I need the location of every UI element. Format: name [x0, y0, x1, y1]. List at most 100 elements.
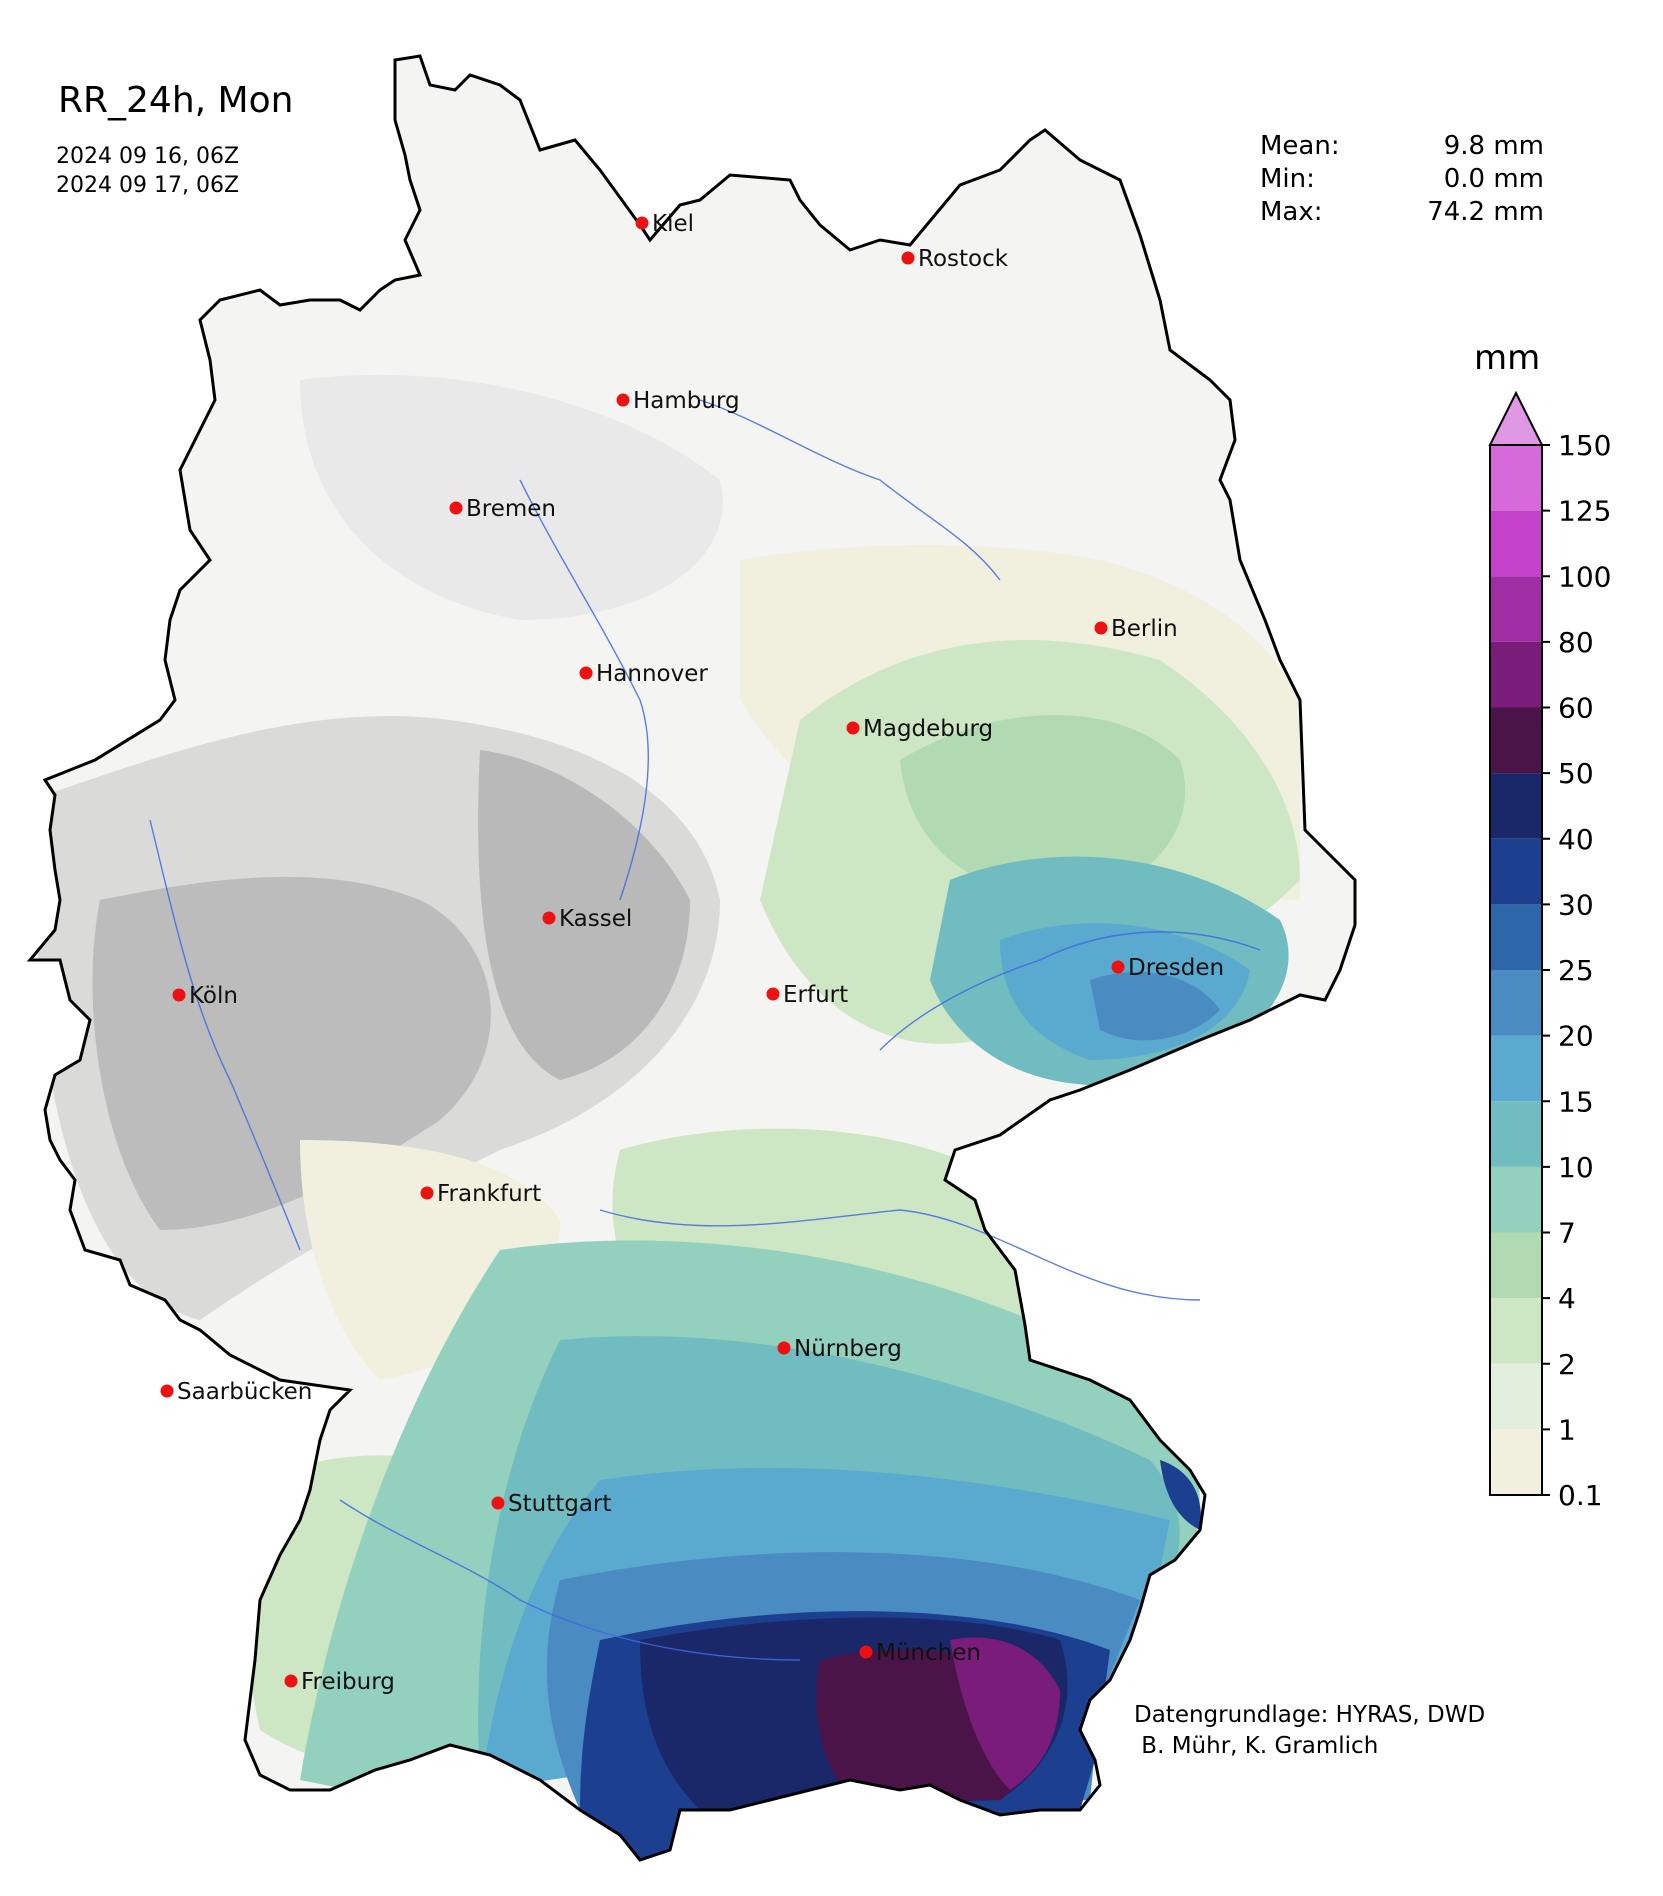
city-marker: Freiburg [284, 1669, 395, 1695]
stat-max: Max: 74.2 mm [1260, 196, 1544, 229]
city-label: Bremen [466, 496, 556, 522]
city-label: Saarbücken [177, 1379, 312, 1405]
city-dot [901, 251, 915, 265]
colorbar-tick-label: 25 [1558, 954, 1594, 987]
city-label: Hannover [596, 661, 708, 687]
city-label: Dresden [1128, 955, 1224, 981]
colorbar-tick-label: 15 [1558, 1085, 1594, 1118]
colorbar-tick-label: 150 [1558, 429, 1611, 462]
end-date: 2024 09 17, 06Z [56, 173, 240, 198]
colorbar-tick-label: 40 [1558, 823, 1594, 856]
city-dot [491, 1496, 505, 1510]
map-title: RR_24h, Mon [58, 80, 294, 121]
colorbar-tick-label: 20 [1558, 1020, 1594, 1053]
city-dot [846, 721, 860, 735]
city-marker: Kassel [542, 906, 632, 932]
statistics-panel: Mean: 9.8 mm Min: 0.0 mm Max: 74.2 mm [1260, 130, 1544, 229]
city-dot [777, 1341, 791, 1355]
colorbar-segment [1490, 1232, 1542, 1299]
colorbar-tick-label: 10 [1558, 1151, 1594, 1184]
city-dot [449, 501, 463, 515]
stat-value: 74.2 mm [1427, 197, 1544, 227]
city-dot [1094, 621, 1108, 635]
city-label: Köln [189, 983, 238, 1009]
city-dot [420, 1186, 434, 1200]
city-dot [284, 1674, 298, 1688]
colorbar-tick-label: 0.1 [1558, 1479, 1603, 1512]
colorbar-segment [1490, 1101, 1542, 1167]
colorbar-segment [1490, 904, 1542, 970]
city-dot [1111, 960, 1125, 974]
stat-mean: Mean: 9.8 mm [1260, 130, 1544, 163]
stat-min: Min: 0.0 mm [1260, 163, 1544, 196]
city-label: Magdeburg [863, 716, 993, 742]
city-label: Kassel [559, 906, 632, 932]
colorbar-tick-label: 80 [1558, 626, 1594, 659]
city-marker: Erfurt [766, 982, 848, 1008]
rivers [149, 399, 1261, 1661]
city-label: Erfurt [783, 982, 848, 1008]
colorbar-tick-label: 100 [1558, 560, 1611, 593]
city-markers: Kiel Rostock Hamburg Bremen Berlin Hannover Ma… [160, 211, 1224, 1695]
stat-label: Mean: [1260, 131, 1340, 161]
city-dot [616, 393, 630, 407]
data-credit: Datengrundlage: HYRAS, DWD B. Mühr, K. G… [1134, 1700, 1485, 1762]
city-label: Stuttgart [508, 1491, 611, 1517]
city-label: Berlin [1111, 616, 1178, 642]
city-label: Kiel [652, 211, 694, 237]
start-date: 2024 09 16, 06Z [56, 144, 240, 169]
colorbar-segment [1490, 641, 1542, 708]
colorbar-tick-label: 7 [1558, 1217, 1576, 1250]
colorbar-tick-label: 60 [1558, 692, 1594, 725]
colorbar-segment [1490, 1166, 1542, 1233]
city-marker: Nürnberg [777, 1336, 902, 1362]
city-dot [859, 1645, 873, 1659]
city-marker: Hannover [579, 661, 708, 687]
city-marker: Dresden [1111, 955, 1224, 981]
stat-value: 0.0 mm [1443, 164, 1544, 194]
colorbar-segment [1490, 576, 1542, 642]
colorbar-tick-label: 125 [1558, 495, 1611, 528]
colorbar-tick-label: 4 [1558, 1282, 1576, 1315]
stat-label: Max: [1260, 197, 1323, 227]
city-marker: Magdeburg [846, 716, 993, 742]
credit-source: Datengrundlage: HYRAS, DWD [1134, 1702, 1486, 1728]
credit-authors: B. Mühr, K. Gramlich [1134, 1733, 1379, 1759]
colorbar-segment [1490, 970, 1542, 1036]
city-marker: Saarbücken [160, 1379, 312, 1405]
city-label: Freiburg [301, 1669, 395, 1695]
colorbar-segment [1490, 773, 1542, 839]
colorbar-tick-label: 2 [1558, 1348, 1576, 1381]
stat-label: Min: [1260, 164, 1315, 194]
city-marker: Hamburg [616, 388, 740, 414]
city-dot [172, 988, 186, 1002]
colorbar: 0.1 1 2 4 7 10 15 20 25 30 40 50 60 80 100 125 150 [1488, 390, 1611, 1512]
stat-value: 9.8 mm [1443, 131, 1544, 161]
city-marker: Rostock [901, 246, 1009, 272]
city-label: Rostock [918, 246, 1009, 272]
city-label: München [876, 1640, 981, 1666]
city-label: Nürnberg [794, 1336, 902, 1362]
city-marker: München [859, 1640, 981, 1666]
city-dot [579, 666, 593, 680]
colorbar-extend-arrow [1488, 390, 1544, 446]
city-marker: Köln [172, 983, 238, 1009]
colorbar-tick-label: 50 [1558, 757, 1594, 790]
city-marker: Stuttgart [491, 1491, 611, 1517]
city-dot [635, 216, 649, 230]
colorbar-tick-label: 1 [1558, 1413, 1576, 1446]
city-label: Frankfurt [437, 1181, 541, 1207]
city-marker: Bremen [449, 496, 556, 522]
city-marker: Frankfurt [420, 1181, 541, 1207]
city-label: Hamburg [633, 388, 740, 414]
colorbar-segment [1490, 1035, 1542, 1102]
colorbar-tick-label: 30 [1558, 888, 1594, 921]
colorbar-segment [1490, 1429, 1542, 1495]
date-range: 2024 09 16, 06Z 2024 09 17, 06Z [56, 142, 239, 200]
colorbar-segment [1490, 838, 1542, 905]
legend-unit: mm [1474, 338, 1541, 378]
city-dot [542, 911, 556, 925]
city-dot [160, 1384, 174, 1398]
